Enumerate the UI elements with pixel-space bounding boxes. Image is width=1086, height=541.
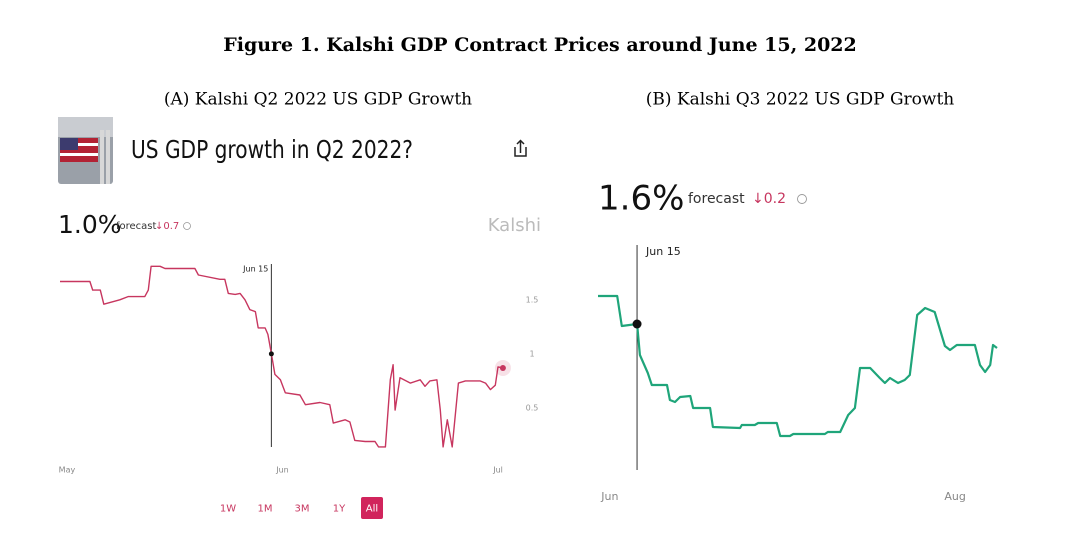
brand: Kalshi — [488, 215, 541, 236]
forecast-value: 1.6% — [598, 179, 684, 219]
current-point — [499, 364, 506, 371]
market-title: US GDP growth in Q2 2022? — [131, 135, 413, 164]
info-icon[interactable] — [797, 194, 807, 204]
figure-title: Figure 1. Kalshi GDP Contract Prices aro… — [223, 34, 857, 56]
price-line — [60, 265, 504, 448]
info-icon[interactable] — [183, 222, 191, 230]
forecast-change: ↓0.7 — [155, 221, 179, 232]
forecast-label: forecast — [116, 221, 157, 232]
market-image — [58, 117, 113, 184]
annotation-point — [632, 319, 642, 329]
range-button[interactable]: 1W — [220, 504, 236, 515]
x-tick-label: Jul — [492, 466, 503, 475]
range-button[interactable]: 3M — [295, 504, 310, 515]
x-tick-label: Aug — [944, 490, 965, 503]
range-button[interactable]: 1Y — [333, 504, 346, 515]
annotation-point — [268, 351, 274, 357]
x-tick-label: Jun — [600, 490, 618, 503]
range-button-bg — [361, 497, 383, 519]
range-button[interactable]: 1M — [258, 504, 273, 515]
forecast-value: 1.0% — [58, 210, 122, 239]
x-tick-label: May — [59, 466, 76, 475]
annotation-label: Jun 15 — [242, 265, 268, 274]
x-tick-label: Jun — [275, 466, 289, 475]
panel-title: (A) Kalshi Q2 2022 US GDP Growth — [164, 90, 472, 110]
forecast-label: forecast — [688, 191, 745, 207]
range-button[interactable]: All — [366, 504, 378, 515]
forecast-change: ↓0.2 — [752, 191, 786, 207]
share-icon[interactable] — [514, 139, 527, 157]
y-tick-label: 1.5 — [526, 295, 539, 304]
price-line — [598, 294, 998, 438]
y-tick-label: 1 — [529, 349, 534, 358]
panel-title: (B) Kalshi Q3 2022 US GDP Growth — [646, 90, 955, 110]
y-tick-label: 0.5 — [526, 403, 539, 412]
annotation-label: Jun 15 — [645, 245, 681, 258]
